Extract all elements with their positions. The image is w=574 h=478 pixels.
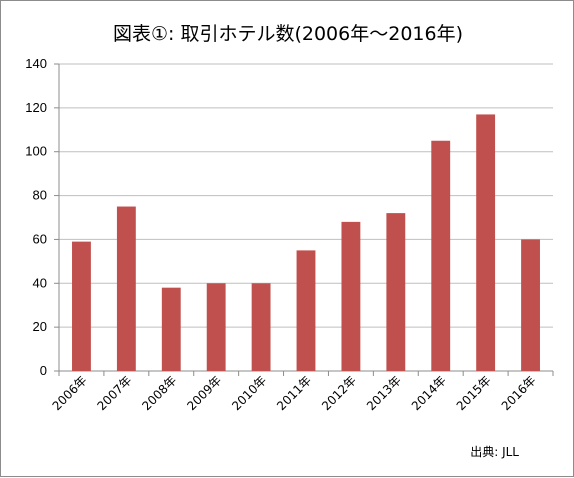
y-tick-label: 60 [33, 231, 47, 246]
bar [206, 283, 226, 371]
x-tick-label: 2014年 [409, 373, 449, 413]
y-tick-label: 140 [25, 56, 47, 71]
bar [296, 250, 316, 371]
x-tick-label: 2012年 [319, 373, 359, 413]
x-tick-label: 2011年 [274, 373, 314, 413]
x-tick-label: 2007年 [95, 373, 135, 413]
y-tick-label: 80 [33, 188, 47, 203]
source-note: 出典: JLL [470, 445, 519, 459]
bar [386, 213, 406, 371]
bar [116, 206, 136, 371]
y-tick-label: 100 [25, 144, 47, 159]
x-tick-label: 2010年 [229, 373, 269, 413]
chart-title: 図表①: 取引ホテル数(2006年～2016年) [112, 23, 463, 45]
x-tick-label: 2015年 [454, 373, 494, 413]
x-tick-label: 2009年 [184, 373, 224, 413]
x-tick-label: 2008年 [139, 373, 179, 413]
y-tick-label: 120 [25, 100, 47, 115]
bar [72, 241, 91, 371]
bar [251, 283, 271, 371]
bar [431, 140, 451, 371]
bar [161, 287, 181, 371]
bar [521, 239, 540, 371]
y-tick-label: 0 [40, 363, 47, 378]
x-tick-label: 2016年 [499, 373, 539, 413]
x-tick-label: 2013年 [364, 373, 404, 413]
bar [341, 221, 361, 371]
y-tick-label: 40 [33, 275, 47, 290]
x-tick-label: 2006年 [50, 373, 90, 413]
y-tick-label: 20 [33, 319, 47, 334]
bar [476, 114, 496, 371]
